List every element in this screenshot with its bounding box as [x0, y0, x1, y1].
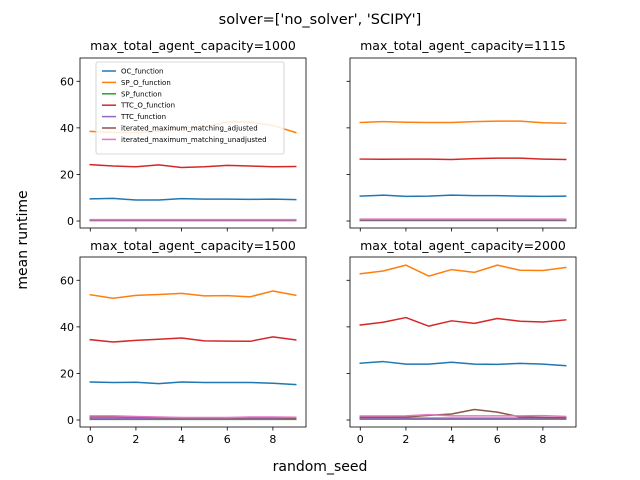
y-tick-label: 0	[67, 215, 74, 228]
axes-frame	[79, 256, 307, 428]
subplot-capacity-1500: max_total_agent_capacity=1500 0 2 4 6 8 0 20 40…	[60, 238, 307, 446]
figure-suptitle: solver=['no_solver', 'SCIPY']	[219, 12, 422, 28]
series-line-TTC_O_function	[89, 163, 297, 169]
subplot-capacity-1000: max_total_agent_capacity=1000 0 20 40 60 OC_…	[60, 38, 307, 232]
x-tick-label: 8	[539, 433, 546, 446]
axes-frame	[349, 57, 577, 229]
x-tick-label: 6	[494, 433, 501, 446]
x-tick-label: 2	[402, 433, 409, 446]
series-line-SP_O_function	[89, 290, 297, 299]
axes-frame	[349, 256, 577, 428]
y-tick-label: 20	[60, 168, 74, 181]
x-tick-label: 6	[224, 433, 231, 446]
x-tick-label: 0	[87, 433, 94, 446]
legend-label-iterated_maximum_matching_unadjusted: iterated_maximum_matching_unadjusted	[121, 136, 267, 144]
y-tick-label: 40	[60, 321, 74, 334]
subplot-title: max_total_agent_capacity=1000	[90, 38, 296, 53]
x-tick-label: 4	[178, 433, 185, 446]
series-line-TTC_O_function	[359, 157, 567, 161]
series-line-TTC_O_function	[359, 316, 567, 327]
legend-label-OC_function: OC_function	[121, 68, 164, 76]
legend-label-TTC_function: TTC_function	[120, 113, 166, 121]
y-tick-label: 20	[60, 367, 74, 380]
y-axis-label: mean runtime	[15, 190, 31, 289]
y-tick-label: 60	[60, 274, 74, 287]
x-tick-label: 2	[132, 433, 139, 446]
x-tick-label: 8	[269, 433, 276, 446]
series-line-iterated_maximum_matching_adjusted	[359, 408, 567, 419]
legend-label-SP_function: SP_function	[121, 90, 162, 98]
series-line-TTC_O_function	[89, 336, 297, 343]
legend-label-SP_O_function: SP_O_function	[121, 79, 171, 87]
series-line-OC_function	[89, 381, 297, 386]
series-line-iterated_maximum_matching_unadjusted	[359, 413, 567, 418]
x-axis-label: random_seed	[273, 459, 368, 475]
series-line-iterated_maximum_matching_unadjusted	[89, 415, 297, 419]
series-line-OC_function	[359, 360, 567, 367]
series-line-SP_O_function	[359, 120, 567, 124]
y-tick-label: 40	[60, 122, 74, 135]
subplot-title: max_total_agent_capacity=1115	[360, 38, 566, 53]
subplot-title: max_total_agent_capacity=1500	[90, 238, 296, 253]
subplot-capacity-2000: max_total_agent_capacity=2000 0 2 4 6 8	[346, 238, 577, 446]
y-tick-label: 0	[67, 414, 74, 427]
y-tick-label: 60	[60, 75, 74, 88]
legend-label-TTC_O_function: TTC_O_function	[120, 102, 175, 110]
series-line-OC_function	[89, 197, 297, 201]
axes-frame	[79, 57, 307, 229]
legend-box	[95, 61, 285, 155]
series-line-OC_function	[359, 194, 567, 198]
x-tick-label: 4	[448, 433, 455, 446]
legend-label-iterated_maximum_matching_adjusted: iterated_maximum_matching_adjusted	[121, 125, 258, 133]
subplot-capacity-1115: max_total_agent_capacity=1115	[346, 38, 577, 232]
subplot-title: max_total_agent_capacity=2000	[360, 238, 566, 253]
x-tick-label: 0	[357, 433, 364, 446]
series-line-SP_O_function	[359, 264, 567, 277]
